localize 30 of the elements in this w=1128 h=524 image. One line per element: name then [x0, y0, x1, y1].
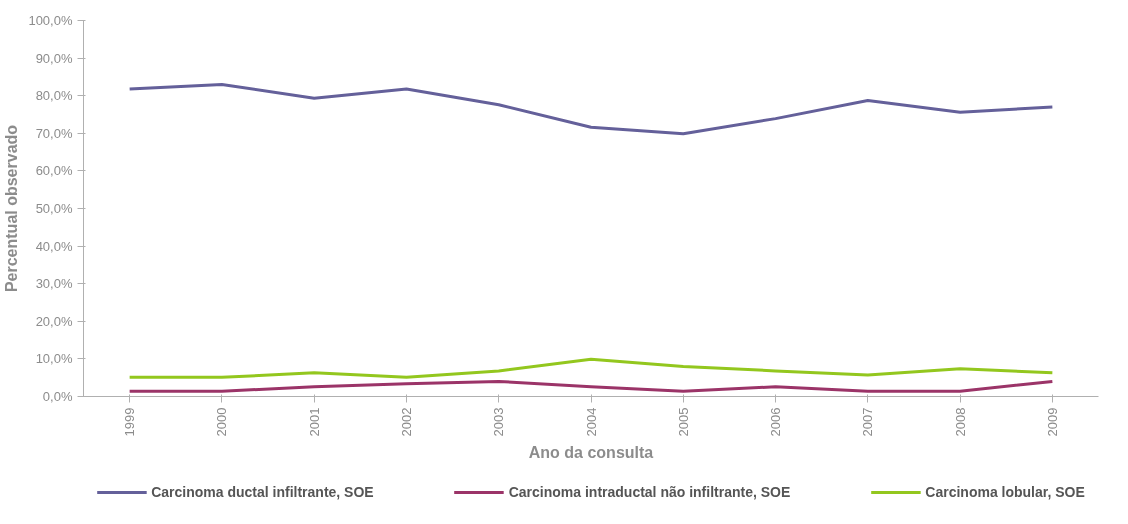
y-tick-label: 100,0% — [28, 13, 73, 28]
legend-label: Carcinoma lobular, SOE — [925, 484, 1085, 500]
line-series — [128, 357, 1054, 379]
x-tick-label: 2003 — [491, 407, 507, 437]
x-tick-label: 2009 — [1044, 407, 1060, 437]
y-tick-label: 0,0% — [42, 389, 73, 404]
y-tick-label: 10,0% — [35, 351, 73, 367]
y-axis-title: Percentual observado — [3, 124, 21, 293]
x-tick-label: 2001 — [306, 407, 322, 437]
x-axis-title: Ano da consulta — [528, 444, 654, 462]
line-series — [128, 379, 1054, 393]
x-tick-label: 2007 — [860, 407, 876, 437]
x-tick-label: 2005 — [675, 407, 691, 437]
y-tick-label: 30,0% — [35, 276, 73, 292]
x-tick-label: 2002 — [398, 407, 414, 437]
legend-label: Carcinoma ductal infiltrante, SOE — [151, 484, 374, 500]
y-tick-label: 40,0% — [35, 238, 73, 254]
y-tick-label: 90,0% — [35, 50, 73, 66]
x-tick-label: 2004 — [583, 407, 599, 437]
legend-label: Carcinoma intraductal não infiltrante, SOE — [508, 484, 791, 500]
x-tick-label: 2008 — [952, 407, 968, 437]
x-tick-label: 2000 — [214, 407, 230, 437]
y-tick-label: 20,0% — [35, 313, 73, 329]
y-tick-label: 80,0% — [35, 88, 73, 104]
y-tick-label: 50,0% — [35, 201, 73, 216]
y-tick-label: 60,0% — [35, 163, 73, 179]
line-series — [128, 82, 1054, 136]
x-tick-label: 1999 — [122, 407, 138, 437]
y-tick-label: 70,0% — [35, 125, 73, 141]
x-tick-label: 2006 — [768, 407, 784, 437]
